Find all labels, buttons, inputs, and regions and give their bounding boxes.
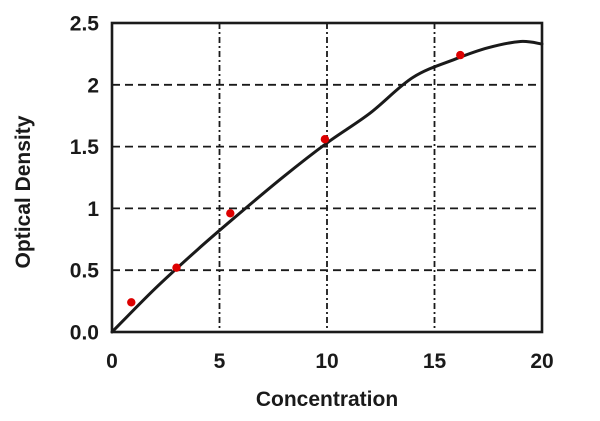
x-tick-label: 20 <box>530 350 553 373</box>
data-point <box>172 263 181 272</box>
y-tick-label: 0.0 <box>70 322 99 345</box>
data-point <box>127 298 136 307</box>
x-axis-title: Concentration <box>255 388 399 411</box>
x-tick-label: 10 <box>315 350 338 373</box>
y-tick-label: 0.5 <box>70 260 100 283</box>
data-point <box>226 209 235 218</box>
y-axis-title: Optical Density <box>12 115 35 269</box>
y-tick-label: 2.5 <box>70 13 100 36</box>
fitted-curve <box>110 39 544 334</box>
y-tick-label: 2 <box>87 74 99 97</box>
x-tick-label: 15 <box>423 350 447 373</box>
y-tick-label: 1.5 <box>70 136 100 159</box>
data-point <box>456 50 465 60</box>
data-point <box>320 135 330 144</box>
plot-frame <box>110 21 544 334</box>
y-tick-label: 1 <box>87 198 99 221</box>
x-tick-label: 5 <box>214 350 226 373</box>
x-tick-label: 0 <box>106 350 118 373</box>
